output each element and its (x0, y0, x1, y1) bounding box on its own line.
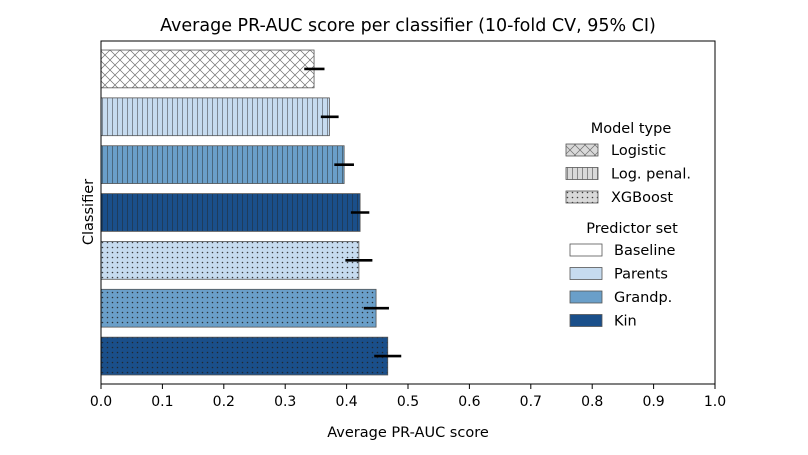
bars-layer (100, 49, 389, 376)
x-axis-label: Average PR-AUC score (327, 425, 489, 441)
bar-log-penal-grandp (100, 145, 345, 184)
legend-predictor-label: Parents (614, 267, 668, 283)
legend-model-label: Logistic (611, 143, 666, 159)
x-tick-label: 0.9 (642, 394, 664, 410)
legend-predictor-parents: Parents (569, 267, 668, 283)
legend-predictor-label: Kin (614, 314, 637, 330)
ci-layer (304, 67, 402, 358)
legend-model-label: XGBoost (611, 190, 673, 206)
bar-xgboost-kin (100, 336, 389, 376)
legend-predictor-baseline: Baseline (569, 243, 676, 259)
legend-predictor-grandp: Grandp. (569, 290, 672, 306)
x-axis: 0.0 0.1 0.2 0.3 0.4 0.5 0.6 0.7 0.8 0.9 1.0 (90, 384, 726, 410)
legend-predictor-label: Baseline (614, 243, 676, 259)
legend-model-log-penal: Log. penal. (565, 167, 691, 183)
x-tick-label: 1.0 (704, 394, 726, 410)
legend-predictor-kin: Kin (569, 314, 637, 330)
x-tick-label: 0.8 (581, 394, 603, 410)
chart-title: Average PR-AUC score per classifier (10-… (160, 16, 656, 36)
legend-model-logistic: Logistic (565, 143, 666, 159)
legend-model-xgboost: XGBoost (565, 190, 673, 206)
legend-model-label: Log. penal. (611, 167, 691, 183)
bar-logistic-baseline (100, 49, 315, 89)
y-axis-label: Classifier (81, 179, 97, 245)
legend: Model type Logistic Log. penal. XGBoost Pred… (565, 121, 691, 330)
x-tick-label: 0.1 (151, 394, 173, 410)
bar-xgboost-grandp (100, 288, 377, 328)
x-tick-label: 0.4 (335, 394, 357, 410)
x-tick-label: 0.7 (520, 394, 542, 410)
x-tick-label: 0.6 (458, 394, 480, 410)
legend-predictor-label: Grandp. (614, 290, 672, 306)
legend-model-title: Model type (591, 121, 672, 137)
bar-log-penal-parents (100, 97, 330, 137)
bar-log-penal-kin (100, 193, 361, 232)
x-tick-label: 0.2 (213, 394, 235, 410)
bar-xgboost-parents (100, 241, 360, 280)
x-tick-label: 0.5 (397, 394, 419, 410)
x-tick-label: 0.0 (90, 394, 112, 410)
x-tick-label: 0.3 (274, 394, 296, 410)
legend-predictor-title: Predictor set (586, 221, 678, 237)
